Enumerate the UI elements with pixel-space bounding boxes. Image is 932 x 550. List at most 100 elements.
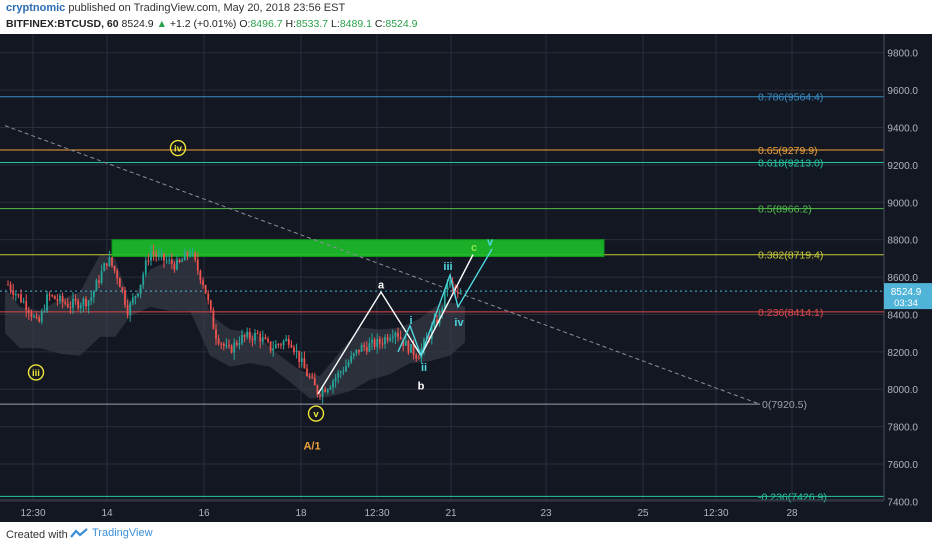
candle-body (306, 368, 308, 377)
candle-body (360, 345, 363, 352)
candle-body (248, 332, 251, 339)
candle-body (433, 319, 436, 327)
wave-label-circle (27, 364, 45, 381)
candle-body (72, 299, 74, 308)
candle-body (376, 338, 379, 348)
candle-body (33, 316, 35, 318)
x-tick-label: 25 (637, 508, 649, 519)
high-value: 8533.7 (296, 18, 329, 30)
candle-body (194, 252, 197, 260)
publish-line: cryptnomic published on TradingView.com,… (6, 2, 345, 14)
price-chart[interactable]: 0.786(9564.4) 0.65(9279.9)0.618(9213.0) 0.… (0, 34, 932, 522)
up-arrow-icon: ▲ (156, 18, 167, 30)
candle-body (103, 263, 106, 272)
candle-body (14, 294, 17, 296)
candle-body (212, 310, 215, 330)
candle-body (85, 298, 87, 307)
wave-label: i (409, 315, 412, 327)
candle-body (92, 291, 95, 298)
candle-body (277, 344, 280, 346)
chart-area[interactable]: 0.786(9564.4) 0.65(9279.9) 0.618(9213.0) 0.… (0, 34, 932, 522)
candle-body (82, 298, 85, 306)
impulse-wave-path (397, 248, 493, 358)
candle-body (225, 345, 228, 347)
candle-body (12, 290, 15, 296)
candle-body (204, 284, 207, 294)
candle-body (56, 299, 59, 301)
wave-label: c (471, 242, 477, 254)
candle-body (116, 270, 119, 279)
chart-header: cryptnomic published on TradingView.com,… (0, 0, 932, 34)
candle-body (316, 385, 319, 395)
candle-body (74, 299, 77, 301)
candle-body (246, 332, 249, 337)
symbol-label: BITFINEX:BTCUSD, 60 (6, 18, 119, 30)
candle-body (371, 339, 373, 344)
high-label: H: (285, 18, 297, 30)
y-tick-label: 9200.0 (887, 161, 918, 172)
fib-level-label: 0(7920.5) (762, 399, 807, 411)
candle-body (402, 338, 405, 346)
candle-body (111, 257, 113, 266)
candle-body (7, 284, 9, 286)
candle-body (118, 278, 121, 288)
candle-body (183, 252, 186, 261)
tradingview-logo[interactable]: TradingView (70, 527, 153, 539)
price-change: +1.2 (+0.01%) (169, 18, 237, 30)
candle-body (378, 338, 381, 344)
candle-body (43, 311, 46, 313)
countdown-label: 03:34 (894, 298, 918, 309)
x-tick-label: 28 (786, 508, 798, 519)
close-value: 8524.9 (385, 18, 418, 30)
candle-body (417, 358, 420, 360)
y-tick-label: 8200.0 (887, 348, 918, 359)
candle-body (397, 332, 399, 337)
candle-body (157, 254, 160, 257)
candle-body (191, 252, 194, 254)
candle-body (53, 295, 56, 300)
close-label: C: (374, 18, 386, 30)
candle-body (235, 342, 238, 345)
author-name[interactable]: cryptnomic (6, 2, 66, 14)
candle-body (394, 332, 397, 337)
candle-body (150, 251, 152, 261)
candle-body (352, 353, 355, 356)
candle-body (17, 294, 20, 296)
x-tick-label: 12:30 (703, 508, 728, 519)
fib-level-label: -0.236(7426.9) (758, 491, 827, 503)
y-tick-label: 9800.0 (887, 49, 918, 60)
candle-body (230, 345, 233, 353)
candle-body (287, 338, 290, 345)
candle-body (251, 338, 254, 341)
candle-body (261, 337, 264, 342)
candle-body (285, 338, 288, 341)
candle-body (295, 350, 298, 352)
candle-body (241, 335, 243, 344)
candle-body (430, 326, 433, 339)
y-tick-label: 8400.0 (887, 310, 918, 321)
candle-body (25, 301, 28, 311)
candle-body (410, 343, 412, 353)
tradingview-brand: TradingView (92, 527, 153, 539)
candle-body (381, 343, 384, 345)
candle-body (355, 349, 358, 354)
x-tick-label: 16 (198, 508, 210, 519)
y-tick-label: 9000.0 (887, 198, 918, 209)
fib-level-label: 0.382(8719.4) (758, 250, 823, 262)
candle-body (134, 296, 137, 298)
candle-body (220, 343, 223, 345)
x-tick-label: 21 (445, 508, 457, 519)
wave-label: b (418, 381, 425, 393)
candle-body (228, 345, 230, 347)
candle-body (189, 253, 191, 256)
candle-body (311, 377, 314, 379)
candle-body (178, 259, 181, 262)
candle-body (95, 280, 98, 292)
candle-body (165, 260, 168, 262)
candle-body (334, 377, 337, 382)
abc-wave-path (317, 254, 474, 395)
candle-body (142, 274, 145, 285)
candle-body (259, 333, 262, 342)
current-price-tag (884, 283, 932, 310)
candle-body (329, 387, 332, 390)
